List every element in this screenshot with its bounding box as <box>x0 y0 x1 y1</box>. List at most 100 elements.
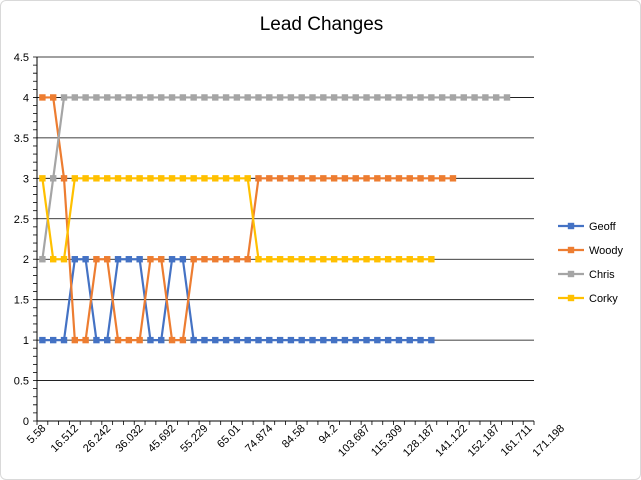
data-point-chris <box>60 94 68 101</box>
axis-layer: 00.511.522.533.544.55.58 16.512 26.242 36.0… <box>14 52 567 459</box>
data-point-chris <box>395 94 403 101</box>
data-point-chris <box>168 94 176 101</box>
data-point-woody <box>417 175 424 182</box>
data-point-chris <box>482 94 489 101</box>
data-point-geoff <box>190 336 197 344</box>
data-point-chris <box>233 94 241 101</box>
x-tick-label: 65.01 <box>215 423 243 451</box>
data-point-geoff <box>104 336 111 344</box>
data-point-woody <box>298 175 305 182</box>
data-point-geoff <box>114 256 122 263</box>
data-point-geoff <box>341 336 349 344</box>
legend: Geoff Woody Chris Corky <box>558 221 624 305</box>
data-point-corky <box>395 256 403 263</box>
x-tick-label: 36.032 <box>113 423 145 455</box>
data-point-geoff <box>179 256 187 263</box>
data-point-corky <box>428 256 435 263</box>
data-point-corky <box>352 256 359 263</box>
data-point-woody <box>255 175 262 182</box>
y-tick-label: 2.5 <box>14 214 29 226</box>
data-point-chris <box>503 94 511 101</box>
data-point-woody <box>71 336 79 344</box>
legend-marker-geoff <box>567 222 575 230</box>
data-point-woody <box>276 175 284 182</box>
data-point-chris <box>114 94 122 101</box>
data-point-woody <box>341 175 349 182</box>
data-point-corky <box>266 256 273 263</box>
data-point-corky <box>71 175 79 182</box>
data-point-woody <box>395 175 403 182</box>
data-point-corky <box>255 256 262 263</box>
data-point-woody <box>147 256 154 263</box>
y-tick-label: 0 <box>23 416 29 428</box>
data-point-corky <box>82 175 89 182</box>
data-point-chris <box>363 94 370 101</box>
data-point-geoff <box>266 336 273 344</box>
x-tick-label: 141.122 <box>433 423 470 460</box>
data-point-chris <box>417 94 424 101</box>
legend-label-corky: Corky <box>589 293 618 305</box>
data-point-corky <box>158 175 165 182</box>
chart-title: Lead Changes <box>259 14 384 35</box>
data-point-geoff <box>71 256 79 263</box>
x-tick-label: 26.242 <box>81 423 113 455</box>
data-point-woody <box>60 175 68 182</box>
data-point-geoff <box>39 336 46 344</box>
data-point-corky <box>104 175 111 182</box>
data-point-woody <box>179 336 187 344</box>
legend-label-geoff: Geoff <box>589 221 617 233</box>
y-tick-label: 3.5 <box>14 133 29 145</box>
data-point-geoff <box>50 336 57 344</box>
data-point-chris <box>471 94 478 101</box>
data-point-corky <box>222 175 230 182</box>
legend-marker-chris <box>567 270 575 278</box>
data-point-geoff <box>244 336 251 344</box>
data-point-corky <box>125 175 133 182</box>
legend-label-chris: Chris <box>589 269 615 281</box>
y-tick-label: 1 <box>23 335 29 347</box>
grid-layer <box>37 56 534 381</box>
data-point-corky <box>233 175 241 182</box>
data-point-geoff <box>276 336 284 344</box>
data-point-chris <box>179 94 187 101</box>
data-point-chris <box>82 94 89 101</box>
data-point-woody <box>320 175 327 182</box>
data-point-geoff <box>82 256 89 263</box>
data-point-corky <box>330 256 338 263</box>
data-point-woody <box>82 336 89 344</box>
data-point-chris <box>449 94 457 101</box>
data-point-corky <box>298 256 305 263</box>
data-point-geoff <box>287 336 295 344</box>
data-point-corky <box>147 175 154 182</box>
data-point-chris <box>93 94 100 101</box>
data-point-chris <box>374 94 381 101</box>
data-point-woody <box>114 336 122 344</box>
data-point-woody <box>201 256 208 263</box>
data-point-chris <box>125 94 133 101</box>
data-point-geoff <box>233 336 241 344</box>
data-point-woody <box>158 256 165 263</box>
data-point-corky <box>320 256 327 263</box>
data-point-corky <box>179 175 187 182</box>
data-point-geoff <box>125 256 133 263</box>
data-point-woody <box>136 336 143 344</box>
data-point-corky <box>201 175 208 182</box>
data-point-geoff <box>330 336 338 344</box>
data-point-corky <box>168 175 176 182</box>
data-point-chris <box>190 94 197 101</box>
x-tick-label: 103.687 <box>336 423 373 460</box>
data-point-chris <box>255 94 262 101</box>
data-point-geoff <box>352 336 359 344</box>
data-point-woody <box>50 94 57 101</box>
data-point-geoff <box>136 256 143 263</box>
data-point-chris <box>384 94 392 101</box>
data-point-corky <box>374 256 381 263</box>
data-point-woody <box>104 256 111 263</box>
data-point-geoff <box>298 336 305 344</box>
data-point-chris <box>320 94 327 101</box>
data-point-corky <box>341 256 349 263</box>
data-point-chris <box>136 94 143 101</box>
data-point-geoff <box>255 336 262 344</box>
legend-marker-woody <box>567 246 575 254</box>
